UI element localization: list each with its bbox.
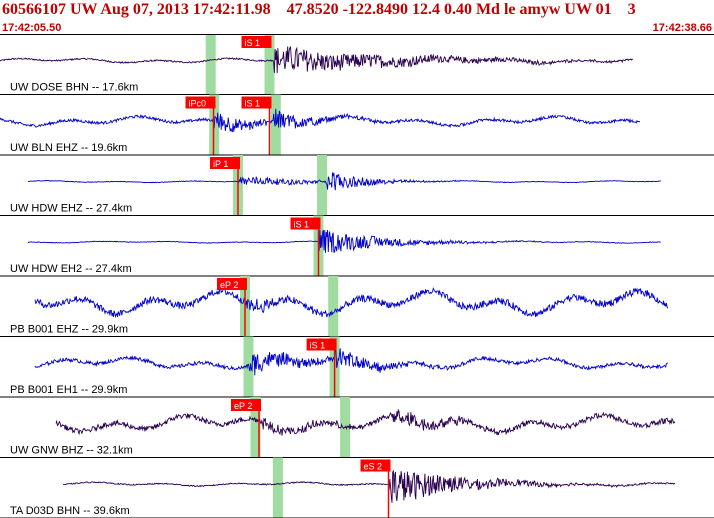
phase-pick-label: iPc0 bbox=[189, 99, 207, 109]
station-label: UW GNW BHZ -- 32.1km bbox=[10, 445, 133, 457]
window-start-time: 17:42:05.50 bbox=[2, 22, 62, 34]
phase-pick-label: eP 2 bbox=[220, 280, 238, 290]
phase-pick-label: eP 2 bbox=[234, 401, 252, 411]
phase-pick-marker[interactable] bbox=[210, 157, 240, 169]
event-summary-header: 60566107 UW Aug 07, 2013 17:42:11.98 47.… bbox=[2, 0, 714, 22]
event-type: le bbox=[503, 1, 516, 18]
station-label: UW DOSE BHN -- 17.6km bbox=[10, 82, 138, 94]
phase-pick-label: eS 2 bbox=[364, 462, 383, 472]
event-network: UW bbox=[70, 1, 98, 18]
phase-window-highlight bbox=[270, 94, 281, 155]
phase-pick-marker[interactable] bbox=[185, 96, 216, 109]
phase-window-highlight bbox=[250, 397, 261, 458]
waveform-trace bbox=[28, 229, 661, 253]
event-magnitude: 0.40 bbox=[443, 1, 472, 18]
waveform-trace bbox=[0, 108, 641, 133]
phase-pick-marker[interactable] bbox=[217, 278, 247, 290]
seismogram-plot[interactable]: iS 1 UW DOSE BHN -- 17.6km iPc0 iS 1 UW BLN … bbox=[0, 34, 714, 518]
waveform-trace bbox=[62, 469, 676, 503]
station-label: UW HDW EH2 -- 27.4km bbox=[10, 263, 132, 275]
event-author: amyw bbox=[519, 1, 561, 18]
phase-pick-marker[interactable] bbox=[290, 217, 321, 230]
event-extra: 3 bbox=[627, 1, 636, 18]
station-label: TA D03D BHN -- 39.6km bbox=[10, 505, 130, 517]
station-label: PB B001 EHZ -- 29.9km bbox=[10, 324, 128, 336]
phase-window-highlight bbox=[328, 276, 339, 337]
waveform-trace bbox=[0, 46, 633, 74]
phase-pick-marker[interactable] bbox=[231, 399, 261, 411]
event-datetime: Aug 07, 2013 17:42:11.98 bbox=[100, 1, 271, 18]
phase-pick-label: iP 1 bbox=[213, 159, 228, 169]
phase-window-highlight bbox=[317, 155, 327, 216]
phase-window-highlight bbox=[264, 34, 275, 95]
phase-pick-label: iS 1 bbox=[294, 220, 310, 230]
phase-window-highlight bbox=[205, 34, 216, 95]
event-latitude: 47.8520 bbox=[286, 1, 339, 18]
event-source: UW bbox=[564, 1, 592, 18]
phase-pick-marker[interactable] bbox=[360, 459, 391, 472]
event-longitude: -122.8490 bbox=[342, 1, 408, 18]
phase-pick-label: iS 1 bbox=[245, 99, 261, 109]
phase-pick-marker[interactable] bbox=[306, 338, 337, 351]
waveform-trace bbox=[34, 287, 669, 319]
phase-pick-label: iS 1 bbox=[245, 38, 261, 48]
waveform-trace bbox=[34, 346, 668, 376]
event-depth: 12.4 bbox=[411, 1, 440, 18]
window-end-time: 17:42:38.66 bbox=[652, 22, 712, 34]
waveform-trace bbox=[55, 408, 676, 436]
station-label: PB B001 EH1 -- 29.9km bbox=[10, 384, 127, 396]
waveform-trace bbox=[27, 172, 661, 191]
event-id: 60566107 bbox=[2, 1, 66, 18]
event-mag-type: Md bbox=[475, 1, 500, 18]
phase-pick-marker[interactable] bbox=[241, 36, 272, 48]
station-label: UW BLN EHZ -- 19.6km bbox=[10, 142, 127, 154]
station-label: UW HDW EHZ -- 27.4km bbox=[10, 203, 132, 215]
phase-pick-label: iS 1 bbox=[310, 341, 326, 351]
event-version: 01 bbox=[595, 1, 612, 18]
phase-pick-marker[interactable] bbox=[241, 96, 272, 109]
phase-window-highlight bbox=[272, 457, 283, 518]
